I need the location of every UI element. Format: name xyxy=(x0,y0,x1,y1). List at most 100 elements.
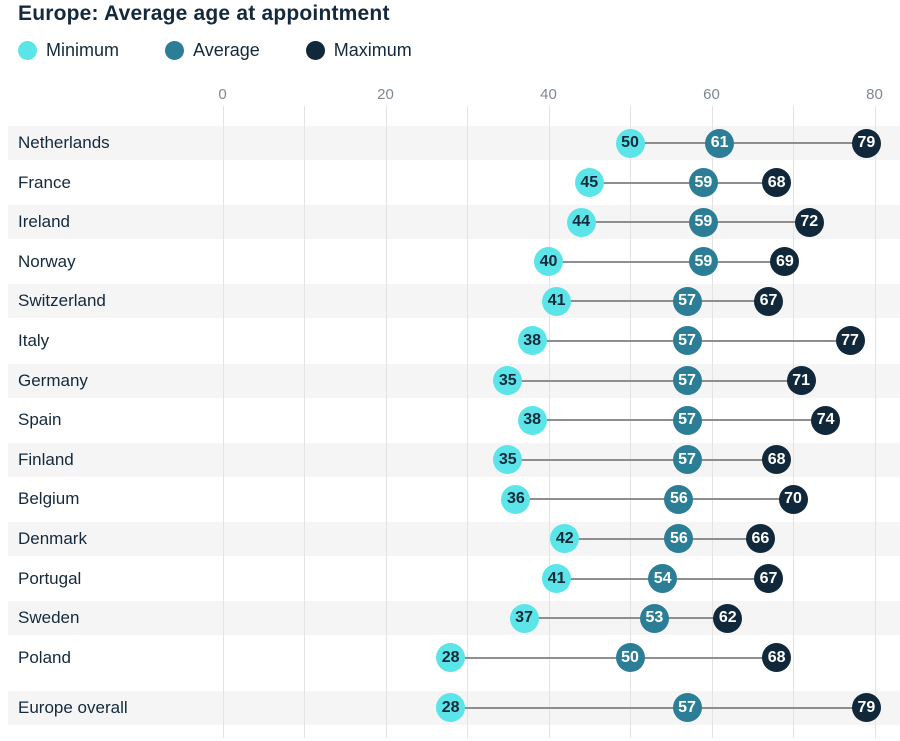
country-label: Spain xyxy=(18,410,62,430)
country-label: Belgium xyxy=(18,489,80,509)
max-value-dot: 77 xyxy=(835,326,865,356)
max-value-dot: 62 xyxy=(713,603,743,633)
gridline xyxy=(467,106,468,738)
gridline xyxy=(548,106,550,738)
max-value-dot: 74 xyxy=(811,405,841,435)
max-value-dot: 79 xyxy=(851,693,881,723)
country-label: Finland xyxy=(18,449,74,469)
gridline xyxy=(874,106,876,738)
row-band xyxy=(8,601,900,636)
avg-value-dot: 57 xyxy=(672,366,702,396)
max-value-dot: 71 xyxy=(786,366,816,396)
country-row: Denmark 42 56 66 xyxy=(0,521,900,556)
min-value-dot: 35 xyxy=(493,366,523,396)
max-value-dot: 68 xyxy=(762,168,792,198)
avg-value-dot: 56 xyxy=(664,524,694,554)
range-connector xyxy=(507,458,777,461)
x-axis-tick-label: 60 xyxy=(703,86,720,103)
x-axis-tick-label: 80 xyxy=(866,86,883,103)
avg-value-dot: 57 xyxy=(672,326,702,356)
gridline xyxy=(385,106,387,738)
min-value-dot: 50 xyxy=(615,128,645,158)
x-axis-tick-label: 40 xyxy=(540,86,557,103)
legend-label: Maximum xyxy=(333,40,412,60)
country-row: Poland 28 50 68 xyxy=(0,641,900,675)
country-row: France 45 59 68 xyxy=(0,166,900,200)
range-connector xyxy=(589,181,777,184)
country-label: Denmark xyxy=(18,528,87,548)
country-row: Finland 35 57 68 xyxy=(0,442,900,477)
range-connector xyxy=(450,656,777,659)
range-connector xyxy=(450,706,867,709)
avg-value-dot: 61 xyxy=(705,128,735,158)
range-connector xyxy=(548,260,785,263)
avg-value-dot: 57 xyxy=(672,445,702,475)
country-row: Switzerland 41 57 67 xyxy=(0,284,900,319)
range-connector xyxy=(564,537,761,540)
country-label: Portugal xyxy=(18,568,82,588)
maximum-swatch-icon xyxy=(305,41,325,60)
legend-label: Minimum xyxy=(46,40,120,60)
country-label: Germany xyxy=(18,370,88,390)
range-connector xyxy=(524,617,728,620)
min-value-dot: 41 xyxy=(542,564,572,594)
country-row: Belgium 36 56 70 xyxy=(0,482,900,516)
gridline xyxy=(222,106,224,738)
min-value-dot: 45 xyxy=(574,168,604,198)
x-axis-tick-label: 20 xyxy=(377,86,394,103)
country-label: Switzerland xyxy=(18,291,106,311)
legend-item-maximum: Maximum xyxy=(305,40,412,61)
max-value-dot: 79 xyxy=(851,128,881,158)
avg-value-dot: 50 xyxy=(615,643,645,673)
min-value-dot: 41 xyxy=(542,286,572,316)
country-label: Netherlands xyxy=(18,133,110,152)
country-row: Europe overall 28 57 79 xyxy=(0,690,900,725)
min-value-dot: 37 xyxy=(509,603,539,633)
max-value-dot: 68 xyxy=(762,643,792,673)
country-label: Italy xyxy=(18,330,50,350)
country-label: France xyxy=(18,172,71,192)
max-value-dot: 67 xyxy=(754,564,784,594)
gridline xyxy=(630,106,631,738)
country-row: Spain 38 57 74 xyxy=(0,403,900,437)
max-value-dot: 67 xyxy=(754,286,784,316)
max-value-dot: 66 xyxy=(745,524,775,554)
average-swatch-icon xyxy=(165,41,185,60)
max-value-dot: 68 xyxy=(762,445,792,475)
min-value-dot: 28 xyxy=(436,693,466,723)
legend-item-minimum: Minimum xyxy=(18,40,119,61)
country-row: Norway 40 59 69 xyxy=(0,245,900,279)
country-label: Ireland xyxy=(18,212,70,232)
chart-title: Europe: Average age at appointment xyxy=(18,2,390,25)
avg-value-dot: 59 xyxy=(688,207,718,237)
avg-value-dot: 53 xyxy=(639,603,669,633)
avg-value-dot: 56 xyxy=(664,484,694,514)
country-row: Netherlands 50 61 79 xyxy=(0,126,900,160)
country-row: Sweden 37 53 62 xyxy=(0,601,900,636)
legend: Minimum Average Maximum xyxy=(18,40,412,61)
max-value-dot: 72 xyxy=(794,207,824,237)
avg-value-dot: 59 xyxy=(688,247,718,277)
min-value-dot: 35 xyxy=(493,445,523,475)
min-value-dot: 40 xyxy=(534,247,563,277)
country-row: Portugal 41 54 67 xyxy=(0,562,900,596)
max-value-dot: 69 xyxy=(770,247,800,277)
x-axis-tick-label: 0 xyxy=(218,86,227,103)
min-value-dot: 38 xyxy=(517,326,547,356)
country-label: Europe overall xyxy=(18,697,128,717)
min-value-dot: 42 xyxy=(550,524,580,554)
min-value-dot: 38 xyxy=(517,405,547,435)
avg-value-dot: 57 xyxy=(672,693,702,723)
legend-item-average: Average xyxy=(165,40,260,61)
country-row: Germany 35 57 71 xyxy=(0,363,900,398)
country-row: Ireland 44 59 72 xyxy=(0,205,900,240)
range-connector xyxy=(556,300,769,303)
range-connector xyxy=(630,142,867,144)
country-label: Sweden xyxy=(18,608,80,628)
range-connector xyxy=(515,498,793,501)
gridline xyxy=(711,106,713,738)
gridline xyxy=(304,106,305,738)
avg-value-dot: 59 xyxy=(688,168,718,198)
gridline xyxy=(793,106,794,738)
